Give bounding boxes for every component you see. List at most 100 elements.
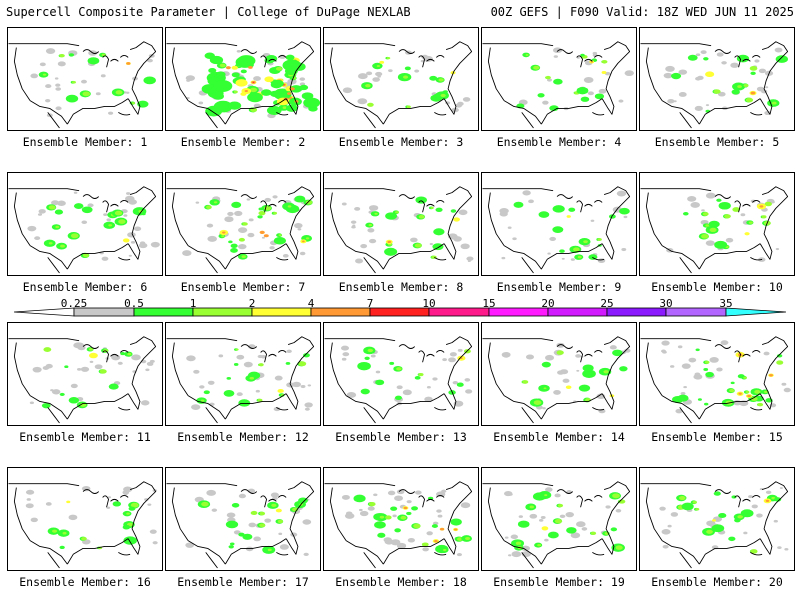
scp-low-area xyxy=(279,544,289,550)
scp-low-area xyxy=(233,530,241,535)
scp-low-area xyxy=(25,489,35,495)
scp-moderate-area xyxy=(400,515,407,520)
us-map xyxy=(323,172,479,276)
scp-moderate-area xyxy=(456,382,464,387)
coastline-path xyxy=(166,188,238,192)
scp-low-area xyxy=(95,92,101,96)
legend-tick-label: 7 xyxy=(366,297,374,310)
scp-low-area xyxy=(730,62,739,68)
scp-low-area xyxy=(234,210,243,216)
coastline-path xyxy=(187,393,287,420)
scp-moderate-area xyxy=(418,372,424,377)
scp-moderate-area xyxy=(730,381,735,385)
coastline-path xyxy=(521,406,605,424)
scp-low-area xyxy=(100,74,106,78)
coastline-path xyxy=(82,49,129,68)
scp-low-area xyxy=(45,48,56,54)
scp-low-area xyxy=(299,77,306,81)
coastline-path xyxy=(482,43,554,47)
scp-low-area xyxy=(54,77,59,80)
scp-low-area xyxy=(675,408,683,414)
scp-moderate-area xyxy=(418,215,425,219)
scp-low-area xyxy=(575,354,582,358)
coastline-path xyxy=(8,43,80,47)
scp-low-area xyxy=(467,260,471,263)
scp-field xyxy=(342,50,471,113)
legend-tick-label: 20 xyxy=(541,297,555,310)
scp-moderate-area xyxy=(517,520,530,528)
scp-low-area xyxy=(355,258,364,264)
ensemble-panel: Ensemble Member: 14 xyxy=(481,322,637,444)
scp-moderate-area xyxy=(385,515,392,520)
scp-moderate-area xyxy=(368,224,373,227)
panel-label: Ensemble Member: 1 xyxy=(22,135,148,149)
coastline-path xyxy=(363,111,447,129)
coastline-path xyxy=(47,256,131,274)
scp-moderate-area xyxy=(737,85,742,89)
ensemble-panel: Ensemble Member: 20 xyxy=(639,467,795,589)
scp-low-area xyxy=(690,201,700,208)
scp-moderate-area xyxy=(413,523,421,529)
scp-low-area xyxy=(406,500,412,504)
scp-high-area xyxy=(240,92,247,96)
ensemble-panel: Ensemble Member: 11 xyxy=(7,322,163,444)
scp-low-area xyxy=(292,381,301,388)
scp-moderate-area xyxy=(108,383,119,390)
scp-low-area xyxy=(462,97,471,102)
scp-low-area xyxy=(150,241,160,248)
scp-low-area xyxy=(261,236,265,239)
scp-moderate-area xyxy=(435,207,443,213)
scp-low-area xyxy=(345,511,353,516)
scp-low-area xyxy=(754,59,760,63)
scp-moderate-area xyxy=(120,352,126,356)
scp-moderate-area xyxy=(774,497,782,502)
scp-moderate-area xyxy=(221,235,225,238)
scp-low-area xyxy=(396,489,405,495)
scp-moderate-area xyxy=(285,361,291,365)
scp-high-area xyxy=(541,526,549,531)
scp-low-area xyxy=(128,254,132,257)
scp-low-area xyxy=(226,512,236,518)
scp-moderate-area xyxy=(394,528,401,533)
scp-moderate-area xyxy=(396,367,402,371)
scp-high-area xyxy=(277,388,284,393)
legend-tick-label: 25 xyxy=(600,297,614,310)
scp-low-area xyxy=(701,209,705,212)
legend-color-swatch xyxy=(251,307,312,317)
panel-label: Ensemble Member: 3 xyxy=(338,135,464,149)
coastline-path xyxy=(166,338,238,342)
us-map xyxy=(323,27,479,131)
scp-moderate-area xyxy=(65,94,79,103)
map-outline xyxy=(166,481,315,569)
us-map xyxy=(481,172,637,276)
scp-low-area xyxy=(716,52,724,57)
scp-low-area xyxy=(507,226,512,229)
scp-low-area xyxy=(303,552,309,556)
scp-moderate-area xyxy=(112,501,122,507)
coastline-path xyxy=(556,49,603,68)
scp-low-area xyxy=(697,75,704,80)
scp-low-area xyxy=(422,547,429,552)
scp-low-area xyxy=(227,211,234,216)
us-map xyxy=(481,27,637,131)
panel-label: Ensemble Member: 10 xyxy=(651,280,783,294)
scp-moderate-area xyxy=(533,65,540,70)
scp-low-area xyxy=(270,492,279,498)
scp-low-area xyxy=(38,209,46,214)
coastline-path xyxy=(13,192,31,246)
scp-low-area xyxy=(709,356,719,363)
scp-low-area xyxy=(238,227,248,233)
scp-moderate-area xyxy=(547,531,559,539)
scp-low-area xyxy=(27,225,37,232)
scp-moderate-area xyxy=(705,371,714,378)
scp-low-area xyxy=(29,401,35,405)
scp-low-area xyxy=(294,222,303,229)
scp-moderate-area xyxy=(41,402,51,409)
scp-moderate-area xyxy=(73,203,84,210)
scp-moderate-area xyxy=(582,364,594,372)
scp-low-area xyxy=(147,503,152,506)
scp-low-area xyxy=(557,370,565,375)
scp-low-area xyxy=(576,521,586,528)
scp-moderate-area xyxy=(242,222,248,226)
scp-low-area xyxy=(590,219,595,222)
